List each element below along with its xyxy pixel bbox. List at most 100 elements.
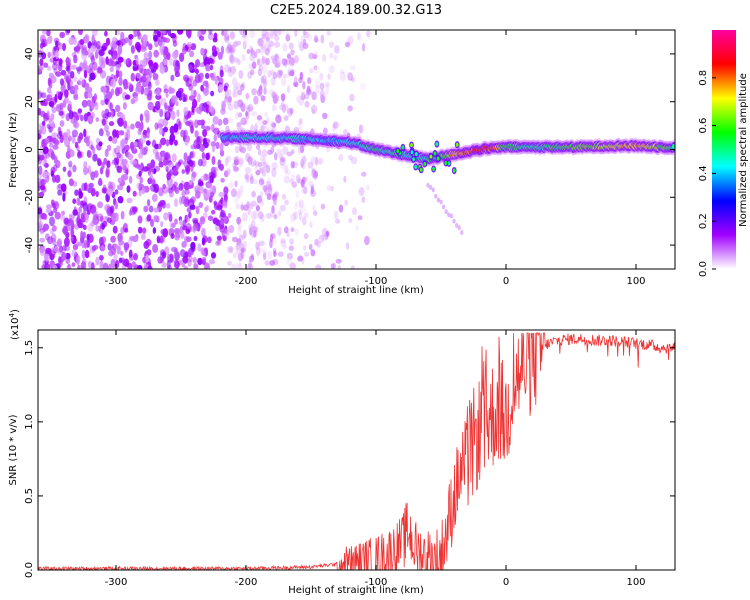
noise-blob <box>145 113 150 121</box>
noise-blob <box>193 235 198 242</box>
noise-blob <box>51 237 57 246</box>
noise-blob <box>200 84 204 92</box>
noise-blob <box>132 190 137 197</box>
noise-blob <box>100 245 105 252</box>
noise-blob <box>90 55 96 65</box>
noise-blob <box>216 235 222 241</box>
noise-blob <box>350 156 358 165</box>
noise-blob <box>57 245 63 256</box>
noise-blob <box>365 184 370 191</box>
noise-blob <box>116 30 121 36</box>
noise-blob <box>212 217 219 225</box>
noise-blob <box>177 30 184 35</box>
noise-blob <box>178 183 184 191</box>
noise-blob <box>140 76 147 83</box>
noise-blob <box>272 194 277 202</box>
noise-blob <box>248 259 252 269</box>
noise-blob <box>268 40 274 48</box>
noise-blob <box>322 91 328 97</box>
noise-blob <box>288 245 295 251</box>
noise-blob <box>128 34 134 40</box>
noise-blob <box>140 134 146 144</box>
noise-blob <box>145 140 151 146</box>
noise-blob <box>232 77 237 87</box>
noise-blob <box>84 249 90 259</box>
noise-blob <box>83 166 88 176</box>
noise-blob <box>124 94 131 100</box>
noise-blob <box>57 102 64 111</box>
noise-blob <box>250 161 255 168</box>
noise-blob <box>68 163 73 171</box>
noise-blob <box>108 121 115 127</box>
noise-blob <box>205 63 211 72</box>
noise-blob <box>200 47 205 56</box>
noise-blob <box>186 135 191 143</box>
noise-blob <box>38 66 43 73</box>
noise-blob <box>90 187 96 197</box>
colorbar-tick-label: 0.6 <box>698 118 709 134</box>
noise-blob <box>362 43 366 52</box>
noise-blob <box>324 82 331 87</box>
noise-blob <box>271 104 277 112</box>
noise-blob <box>239 83 245 91</box>
noise-blob <box>87 260 92 269</box>
noise-blob <box>169 133 176 143</box>
noise-blob <box>218 191 225 198</box>
noise-blob <box>191 105 195 113</box>
noise-blob <box>148 59 154 67</box>
noise-blob <box>76 255 81 264</box>
noise-blob <box>146 92 153 101</box>
noise-blob <box>282 73 288 79</box>
noise-blob <box>58 130 63 136</box>
noise-blob <box>112 147 117 158</box>
noise-blob <box>298 254 304 262</box>
noise-blob <box>68 110 74 120</box>
noise-blob <box>133 30 138 38</box>
noise-blob <box>310 184 314 195</box>
noise-blob <box>194 73 201 84</box>
noise-blob <box>361 196 366 203</box>
noise-blob <box>148 50 153 60</box>
noise-blob <box>209 187 214 193</box>
noise-blob <box>86 233 90 241</box>
noise-blob <box>276 148 283 156</box>
noise-blob <box>138 189 142 197</box>
noise-blob <box>38 165 43 175</box>
noise-blob <box>243 34 249 43</box>
noise-blob <box>193 90 197 98</box>
noise-blob <box>282 146 289 155</box>
noise-blob <box>338 204 344 213</box>
noise-blob <box>262 74 267 84</box>
noise-blob <box>264 124 269 130</box>
noise-blob <box>333 54 338 61</box>
noise-blob <box>120 250 124 256</box>
noise-blob <box>75 44 81 54</box>
noise-blob <box>115 69 120 79</box>
noise-blob <box>218 84 224 93</box>
noise-blob <box>81 249 86 259</box>
noise-blob <box>271 122 276 128</box>
noise-blob <box>81 99 88 108</box>
noise-blob <box>66 128 71 137</box>
noise-blob <box>255 169 261 176</box>
noise-blob <box>204 125 211 131</box>
noise-blob <box>264 48 270 56</box>
noise-blob <box>44 253 50 262</box>
noise-blob <box>72 209 78 216</box>
noise-blob <box>213 127 220 135</box>
noise-blob <box>260 95 266 102</box>
noise-blob <box>77 80 82 86</box>
noise-blob <box>164 37 170 43</box>
snr-frame <box>37 329 676 571</box>
noise-blob <box>293 55 299 64</box>
noise-blob <box>140 46 147 52</box>
spectrogram-x-tick-label: -300 <box>105 276 128 287</box>
noise-blob <box>38 207 43 215</box>
noise-blob <box>219 142 224 152</box>
noise-blob <box>224 170 229 178</box>
trail-blob <box>449 213 453 219</box>
noise-blob <box>282 193 286 200</box>
trail-blob <box>429 185 433 190</box>
noise-blob <box>43 62 49 68</box>
noise-blob <box>48 91 53 99</box>
